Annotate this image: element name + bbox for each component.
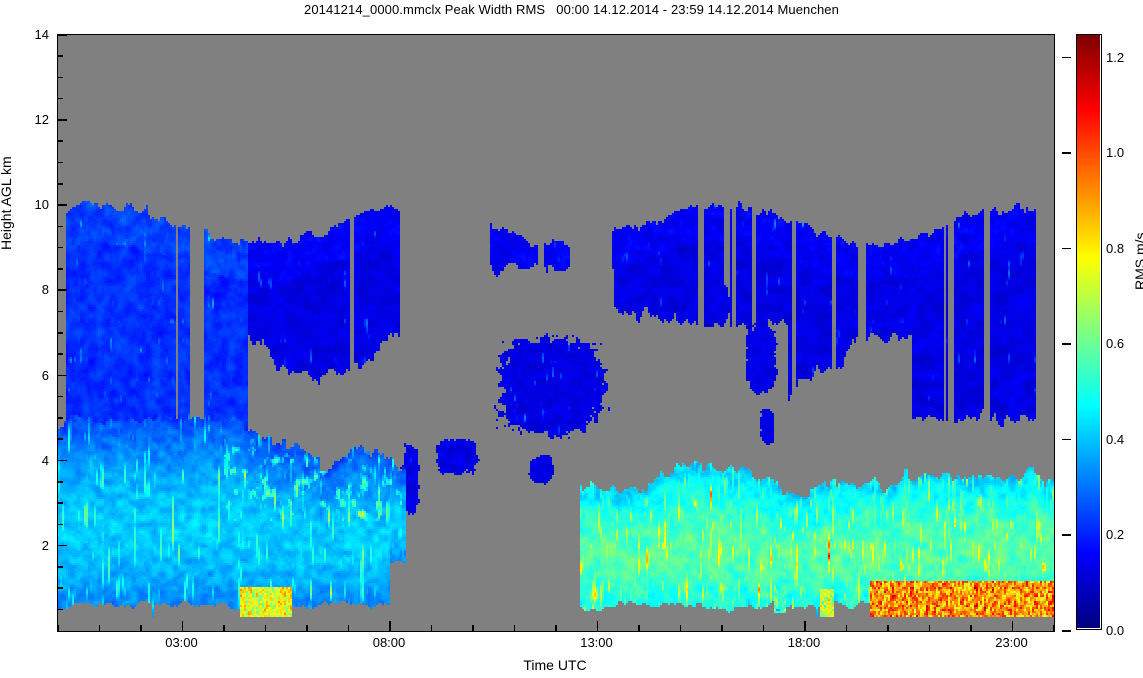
y-major-tick <box>58 374 67 377</box>
x-tick-label: 18:00 <box>787 635 821 650</box>
y-tick-label: 8 <box>41 282 49 298</box>
colorbar[interactable] <box>1076 34 1102 630</box>
y-minor-tick <box>58 140 63 142</box>
y-axis-title: Height AGL km <box>0 156 14 250</box>
y-minor-tick <box>58 438 63 440</box>
colorbar-tick-label: 0.4 <box>1106 431 1125 447</box>
y-minor-tick <box>58 246 63 249</box>
x-minor-tick <box>98 625 100 631</box>
y-minor-tick <box>58 310 63 313</box>
x-tick-label: 13:00 <box>580 635 613 650</box>
y-minor-tick <box>58 225 63 228</box>
y-minor-tick <box>58 566 63 568</box>
colorbar-tick-label: 0.6 <box>1106 336 1125 352</box>
x-minor-tick <box>970 625 972 631</box>
y-minor-tick <box>58 76 63 79</box>
colorbar-outer-tick <box>1062 247 1071 250</box>
y-minor-tick <box>58 161 63 164</box>
x-minor-tick <box>638 625 640 631</box>
y-major-tick <box>58 204 67 206</box>
x-major-tick <box>1011 621 1013 631</box>
colorbar-outer-tick <box>1062 438 1071 441</box>
radar-field-canvas <box>58 35 1054 631</box>
x-minor-tick <box>430 625 432 631</box>
x-minor-tick <box>845 625 847 631</box>
colorbar-outer-tick <box>1062 56 1071 59</box>
y-minor-tick <box>58 523 63 526</box>
colorbar-outer-tick <box>1062 152 1071 154</box>
colorbar-outer-tick <box>1062 534 1071 536</box>
y-minor-tick <box>58 353 63 355</box>
y-tick-label: 6 <box>41 367 49 383</box>
y-minor-tick <box>58 268 63 270</box>
x-minor-tick <box>264 625 266 631</box>
x-major-tick <box>389 621 391 631</box>
x-minor-tick <box>140 625 142 631</box>
y-minor-tick <box>58 332 63 334</box>
colorbar-outer-tick <box>1062 630 1071 632</box>
y-major-tick <box>58 289 67 291</box>
y-tick-label: 2 <box>41 537 49 553</box>
x-minor-tick <box>762 625 764 631</box>
page-title: 20141214_0000.mmclx Peak Width RMS 00:00… <box>304 2 839 17</box>
x-minor-tick <box>347 625 349 631</box>
x-tick-label: 03:00 <box>165 635 198 650</box>
colorbar-canvas <box>1077 35 1100 628</box>
x-tick-label: 08:00 <box>372 635 406 650</box>
y-minor-tick <box>58 55 63 57</box>
x-minor-tick <box>721 625 723 631</box>
colorbar-outer-tick <box>1062 343 1071 345</box>
colorbar-title: RMS m/s <box>1132 232 1143 290</box>
x-minor-tick <box>1053 625 1055 631</box>
y-major-tick <box>58 459 67 462</box>
x-minor-tick <box>555 625 557 631</box>
y-major-tick <box>58 544 67 547</box>
heatmap-plot-area[interactable] <box>57 34 1055 632</box>
x-major-tick <box>596 621 598 631</box>
x-minor-tick <box>472 625 474 631</box>
x-minor-tick <box>223 625 225 631</box>
x-axis-title: Time UTC <box>523 657 587 673</box>
y-minor-tick <box>58 481 63 483</box>
colorbar-tick-label: 0.8 <box>1106 240 1125 256</box>
x-major-tick <box>804 621 806 631</box>
x-minor-tick <box>679 625 681 631</box>
colorbar-tick-label: 1.0 <box>1106 145 1125 161</box>
colorbar-tick-label: 0.0 <box>1106 623 1125 638</box>
x-minor-tick <box>306 625 308 631</box>
y-major-tick <box>58 119 67 121</box>
y-tick-label: 14 <box>34 27 49 42</box>
y-minor-tick <box>58 417 63 419</box>
y-tick-label: 12 <box>34 112 49 128</box>
y-minor-tick <box>58 183 63 185</box>
x-minor-tick <box>887 625 889 631</box>
y-minor-tick <box>58 502 63 504</box>
y-major-tick <box>58 34 67 36</box>
y-tick-label: 10 <box>34 197 49 213</box>
y-minor-tick <box>58 395 63 398</box>
x-minor-tick <box>513 625 515 631</box>
x-minor-tick <box>928 625 930 631</box>
y-minor-tick <box>58 587 63 589</box>
colorbar-gradient <box>1076 34 1102 630</box>
y-minor-tick <box>58 608 63 611</box>
x-tick-label: 23:00 <box>995 635 1028 650</box>
x-major-tick <box>181 621 183 631</box>
y-minor-tick <box>58 97 63 100</box>
y-tick-label: 4 <box>41 452 49 468</box>
colorbar-tick-label: 0.2 <box>1106 527 1125 543</box>
x-minor-tick <box>57 625 59 631</box>
colorbar-tick-label: 1.2 <box>1106 49 1125 65</box>
